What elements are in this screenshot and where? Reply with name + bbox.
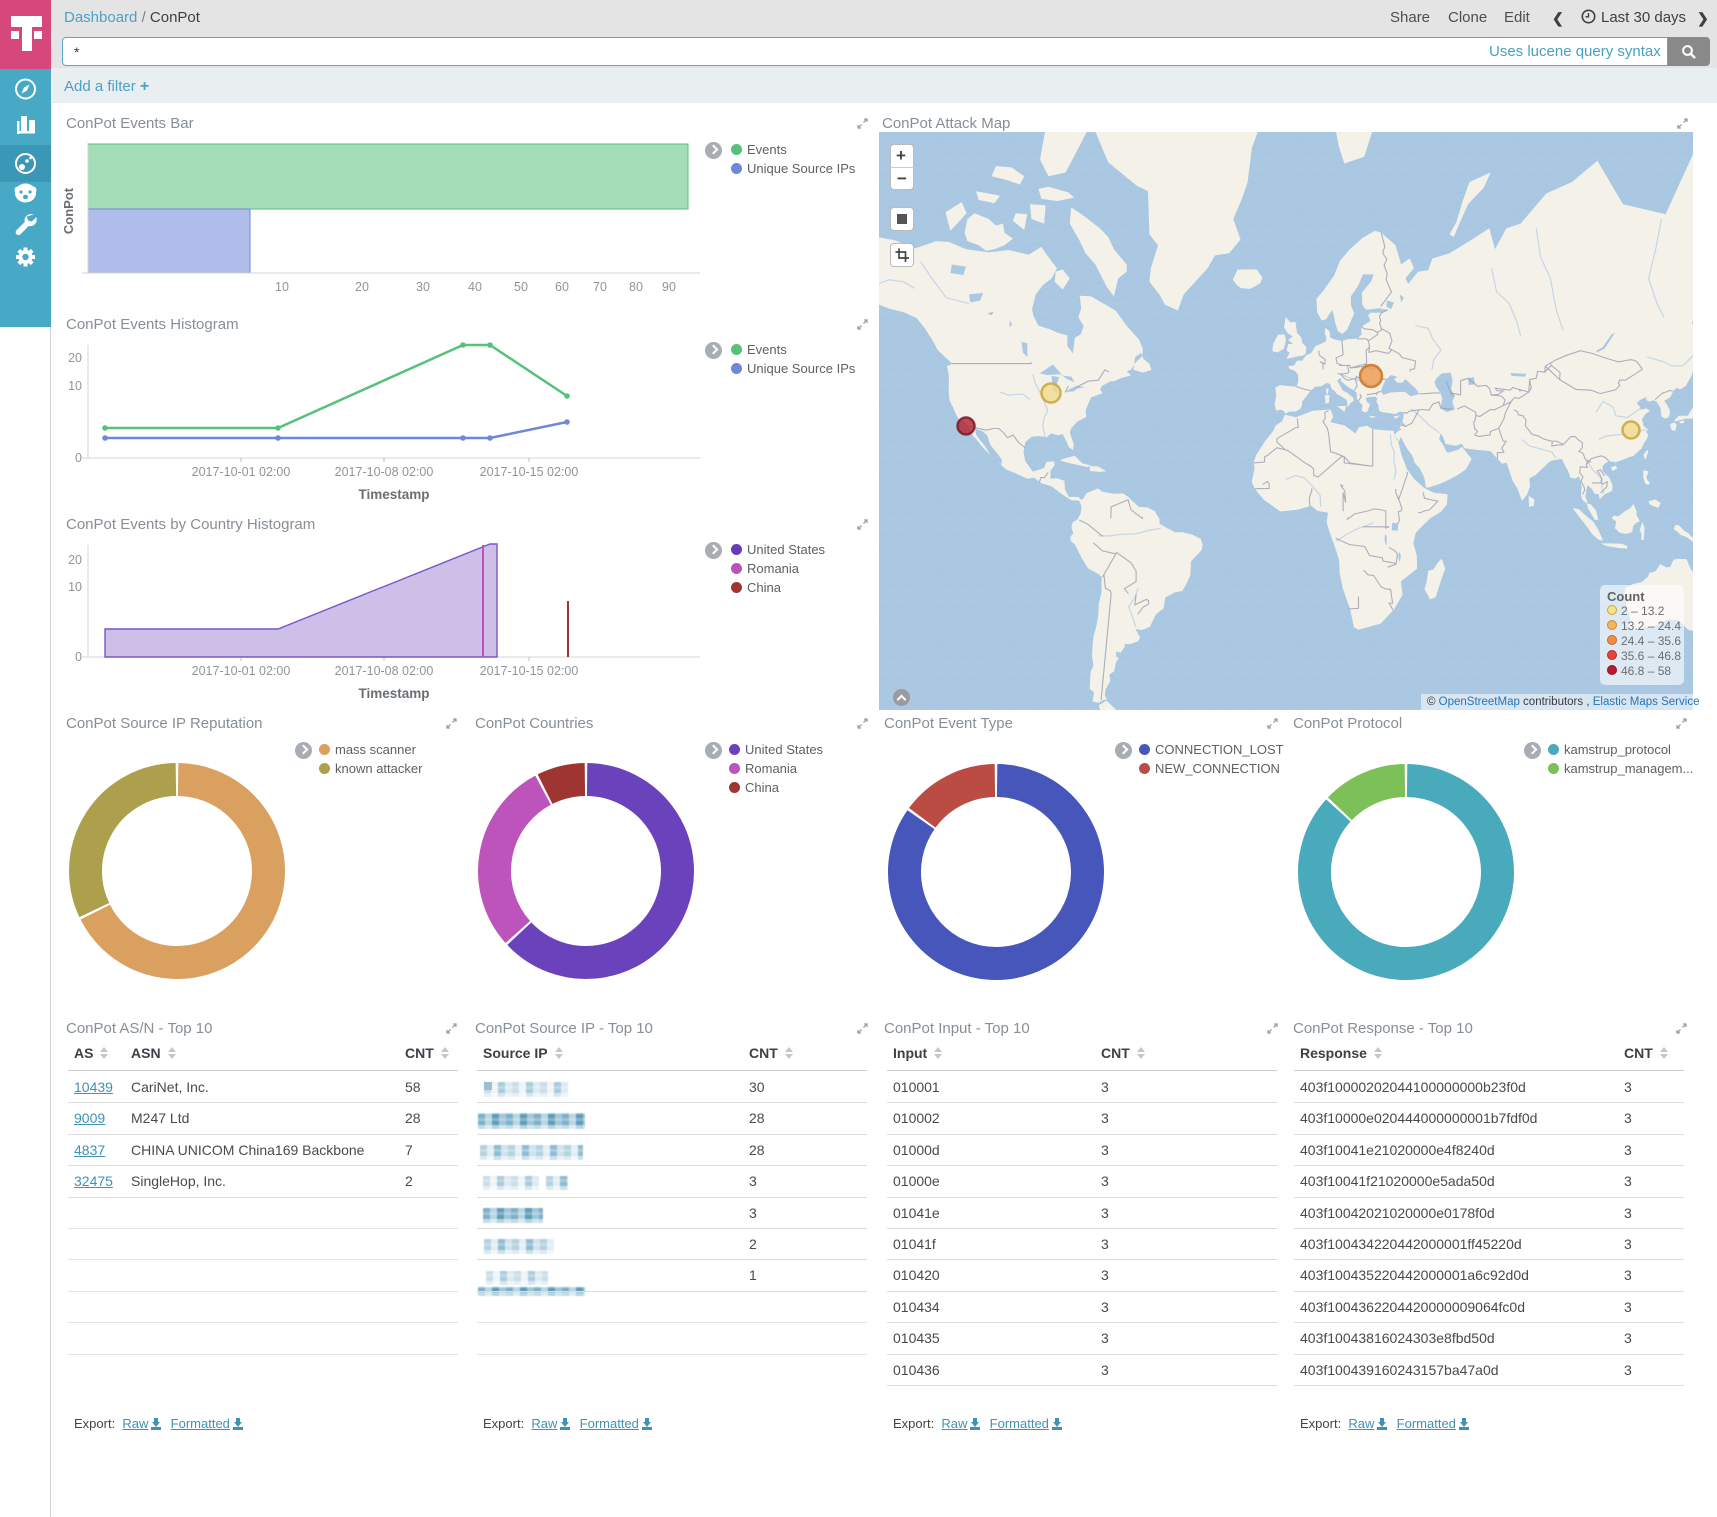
svg-text:2017-10-01 02:00: 2017-10-01 02:00 <box>192 465 291 479</box>
svg-text:20: 20 <box>68 351 82 365</box>
svg-text:2017-10-08 02:00: 2017-10-08 02:00 <box>335 664 434 678</box>
svg-text:10: 10 <box>68 580 82 594</box>
svg-text:60: 60 <box>555 280 569 294</box>
svg-text:20: 20 <box>68 553 82 567</box>
svg-text:2017-10-15 02:00: 2017-10-15 02:00 <box>480 465 579 479</box>
svg-text:2017-10-15 02:00: 2017-10-15 02:00 <box>480 664 579 678</box>
svg-text:Timestamp: Timestamp <box>358 686 429 701</box>
svg-text:10: 10 <box>275 280 289 294</box>
svg-text:90: 90 <box>662 280 676 294</box>
svg-text:20: 20 <box>355 280 369 294</box>
svg-text:2017-10-08 02:00: 2017-10-08 02:00 <box>335 465 434 479</box>
svg-text:50: 50 <box>514 280 528 294</box>
svg-text:80: 80 <box>629 280 643 294</box>
svg-text:2017-10-01 02:00: 2017-10-01 02:00 <box>192 664 291 678</box>
svg-text:Timestamp: Timestamp <box>358 487 429 502</box>
svg-text:40: 40 <box>468 280 482 294</box>
svg-text:30: 30 <box>416 280 430 294</box>
svg-text:70: 70 <box>593 280 607 294</box>
svg-text:0: 0 <box>75 650 82 664</box>
svg-text:10: 10 <box>68 379 82 393</box>
svg-text:ConPot: ConPot <box>61 187 76 234</box>
svg-text:0: 0 <box>75 451 82 465</box>
